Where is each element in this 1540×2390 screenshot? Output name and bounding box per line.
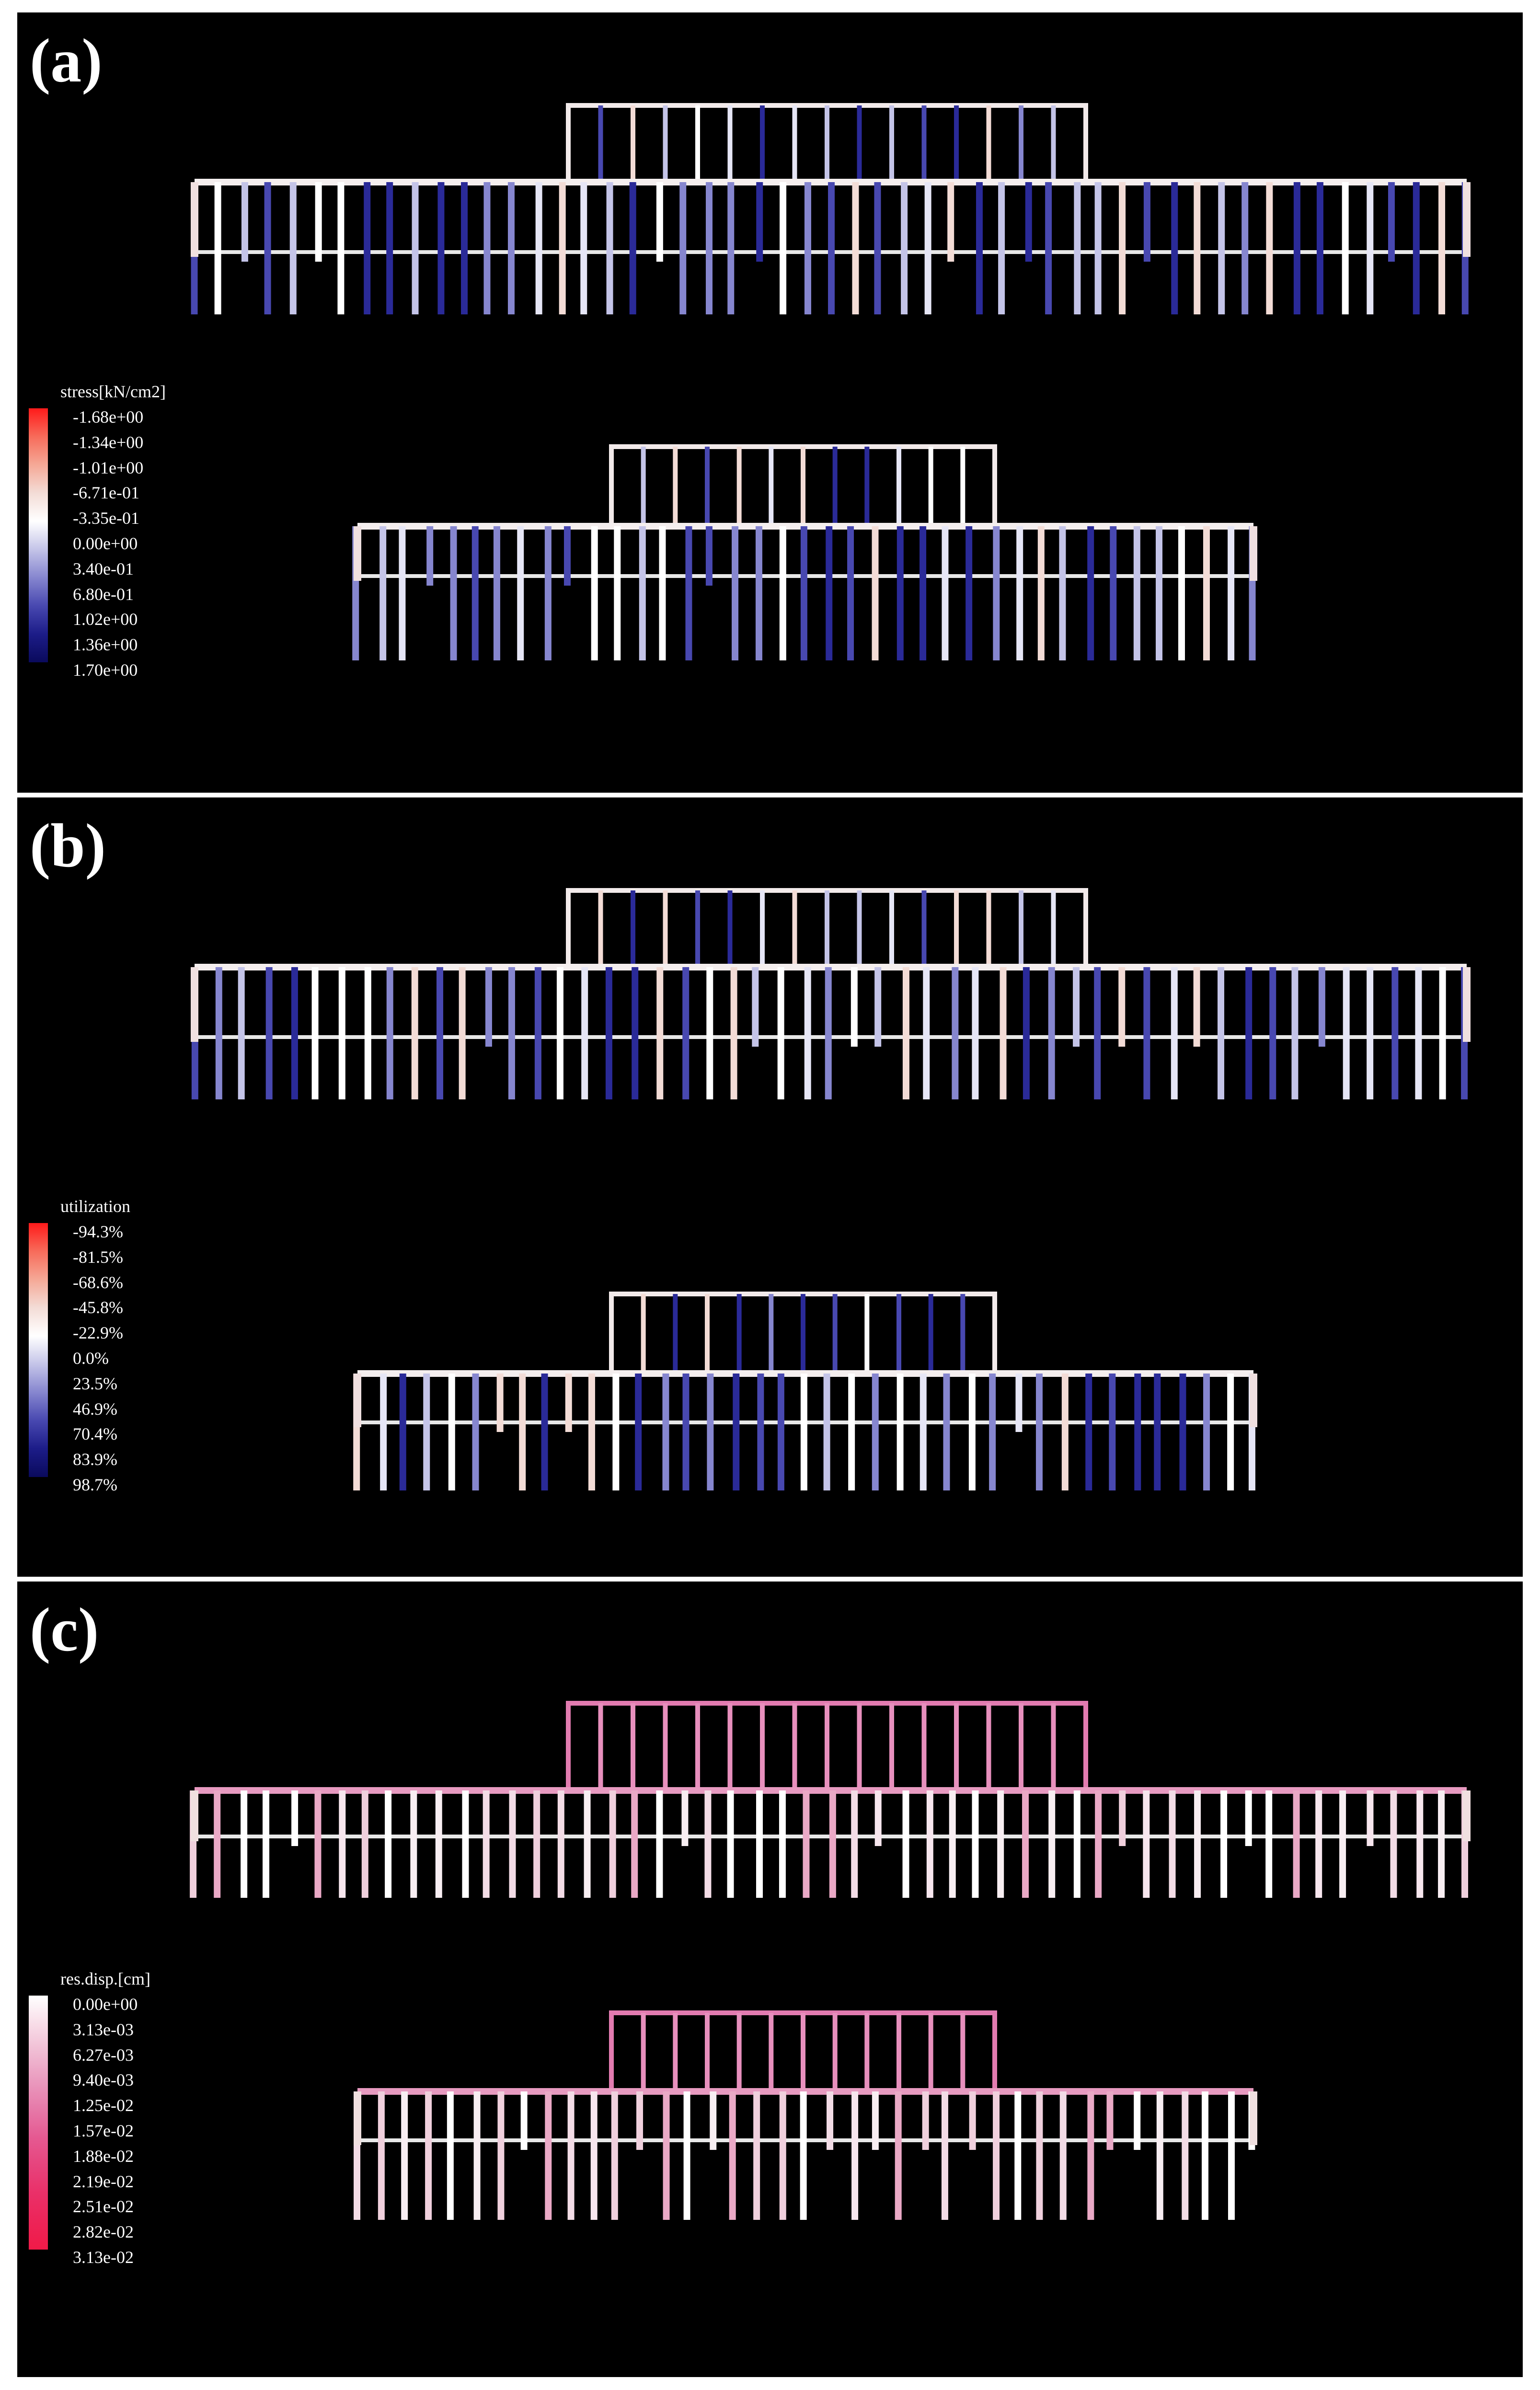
legend-color-bar <box>29 1223 48 1477</box>
legend-item: 1.70e+00 <box>73 660 138 680</box>
panel-label: (b) <box>30 811 106 880</box>
panel-b: (b) utilization -94.3% -81.5% -68.6% -45… <box>17 797 1523 1577</box>
legend-item: -81.5% <box>73 1247 123 1267</box>
legend-item: 9.40e-03 <box>73 2070 134 2090</box>
legend-item: 0.00e+00 <box>73 1995 138 2014</box>
legend-title: stress[kN/cm2] <box>60 382 166 401</box>
legend-item: 2.51e-02 <box>73 2197 134 2216</box>
panel-c: (c) res.disp.[cm] 0.00e+00 3.13e-03 6.27… <box>17 1582 1523 2377</box>
legend-item: 46.9% <box>73 1399 117 1419</box>
legend-item: 0.00e+00 <box>73 534 138 553</box>
frame-elevations <box>191 888 1471 1490</box>
legend-item: 2.19e-02 <box>73 2172 134 2191</box>
legend-color-bar <box>29 408 48 662</box>
legend-item: 3.13e-03 <box>73 2020 134 2039</box>
legend-color-bar <box>29 1996 48 2250</box>
frame-elevations <box>190 1701 1471 2220</box>
legend-item: -68.6% <box>73 1273 123 1292</box>
legend-item: -94.3% <box>73 1222 123 1241</box>
legend-item: -3.35e-01 <box>73 508 139 528</box>
legend-item: 98.7% <box>73 1475 117 1494</box>
frame-elevations <box>191 103 1471 660</box>
legend-item: 3.40e-01 <box>73 559 134 578</box>
legend-title: res.disp.[cm] <box>60 1969 150 1988</box>
legend-item: 6.80e-01 <box>73 585 134 604</box>
legend-item: 2.82e-02 <box>73 2222 134 2241</box>
legend-item: 3.13e-02 <box>73 2248 134 2267</box>
legend-item: -1.34e+00 <box>73 433 144 452</box>
legend-item: 83.9% <box>73 1450 117 1469</box>
legend-item: -45.8% <box>73 1298 123 1317</box>
legend-item: -6.71e-01 <box>73 483 139 502</box>
legend-item: -1.01e+00 <box>73 458 144 477</box>
legend-item: -22.9% <box>73 1323 123 1342</box>
panel-label: (a) <box>30 26 103 95</box>
legend-item: 1.36e+00 <box>73 635 138 654</box>
legend-item: 1.25e-02 <box>73 2096 134 2115</box>
panel-a: (a) stress[kN/cm2] -1.68e+00 -1.34e+00 -… <box>17 12 1523 793</box>
legend-item: 1.57e-02 <box>73 2121 134 2140</box>
panel-label: (c) <box>30 1595 99 1664</box>
legend-item: 1.02e+00 <box>73 610 138 629</box>
legend-title: utilization <box>60 1197 130 1216</box>
legend-item: 6.27e-03 <box>73 2045 134 2065</box>
legend-item: 70.4% <box>73 1424 117 1443</box>
legend-item: 1.88e-02 <box>73 2147 134 2166</box>
legend-item: 0.0% <box>73 1349 109 1368</box>
legend-item: -1.68e+00 <box>73 407 144 427</box>
legend-item: 23.5% <box>73 1374 117 1393</box>
